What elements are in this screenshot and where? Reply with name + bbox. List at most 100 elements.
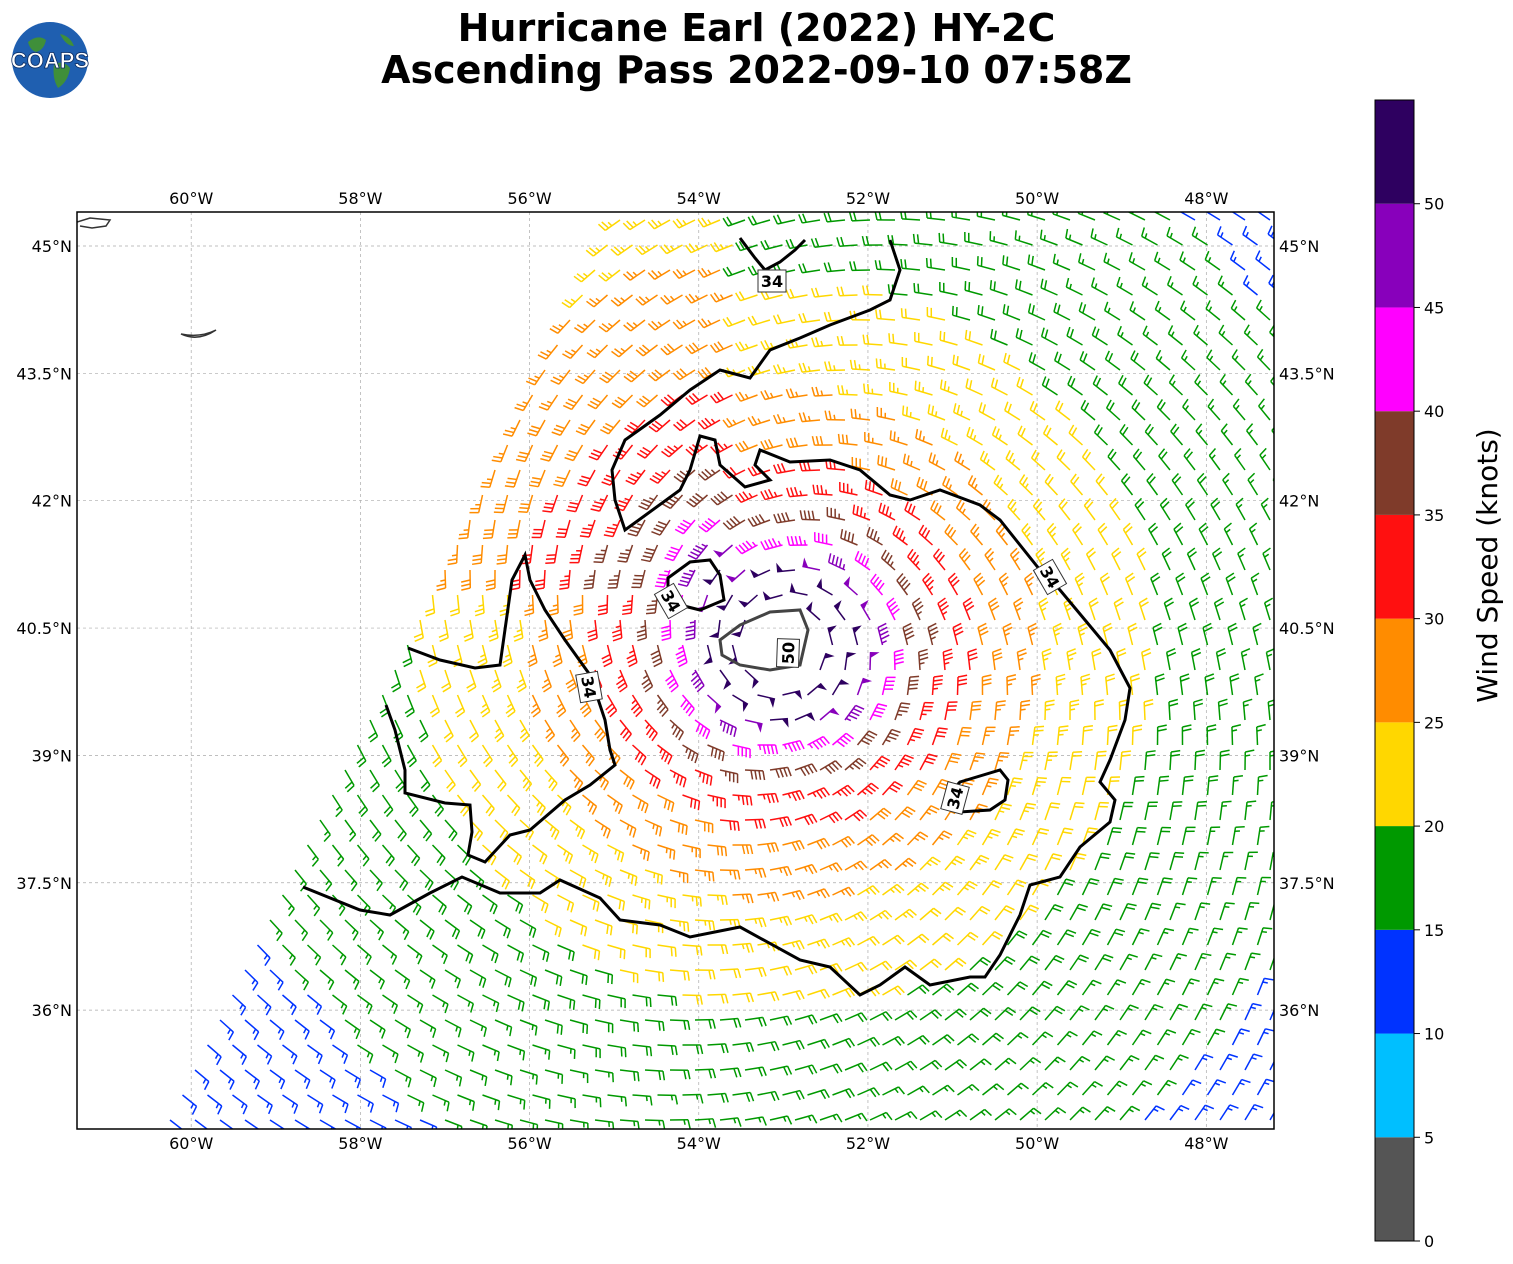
wind-barb [632, 944, 651, 959]
wind-barb [810, 287, 833, 298]
wind-barb [902, 453, 921, 471]
wind-barb [1069, 1055, 1091, 1071]
colorbar-segment-4 [1375, 722, 1414, 827]
wind-barb [984, 547, 996, 571]
wind-barb [757, 1090, 780, 1102]
wind-barb [819, 1013, 843, 1024]
wind-barb [1015, 328, 1033, 346]
wind-barb [549, 319, 571, 334]
wind-barb [1056, 929, 1077, 946]
wind-barb [1054, 351, 1071, 371]
wind-barb [1247, 472, 1259, 496]
wind-barb [494, 769, 507, 792]
wind-barb [1255, 250, 1271, 271]
wind-barb [869, 1111, 893, 1121]
wind-barb [819, 862, 843, 873]
wind-barb [694, 869, 715, 882]
wind-barb [1081, 1080, 1103, 1096]
lat-tick-left-2: 42°N [32, 492, 72, 511]
wind-barb [544, 1069, 564, 1084]
wind-barb [1068, 424, 1084, 446]
wind-barb [257, 1044, 273, 1065]
wind-barb [632, 794, 649, 814]
wind-barb [519, 869, 536, 890]
wind-barb [1219, 749, 1230, 771]
wind-barb [794, 863, 818, 875]
wind-barb [480, 469, 496, 488]
wind-barb [644, 1019, 665, 1032]
wind-barb [694, 1068, 717, 1079]
wind-barb [496, 544, 509, 565]
wind-barb [1186, 547, 1197, 571]
wind-barb [493, 494, 509, 514]
wind-barb [944, 957, 967, 971]
wind-barb [382, 1094, 400, 1113]
wind-barb [844, 911, 868, 922]
wind-barb [406, 844, 421, 867]
wind-barb [619, 769, 635, 790]
wind-barb [1056, 980, 1078, 996]
wind-barb [269, 969, 284, 991]
wind-barb [598, 269, 621, 282]
wind-barb [794, 964, 818, 975]
wind-barb [1169, 953, 1187, 971]
wind-barb [1094, 852, 1111, 871]
wind-barb [1255, 299, 1271, 321]
wind-barb [964, 281, 983, 296]
wind-barb [769, 965, 793, 976]
wind-barb [491, 444, 509, 463]
wind-barb [1016, 648, 1027, 671]
wind-barb [707, 1092, 729, 1103]
wind-barb [531, 744, 544, 767]
contour-label-3: 34 [575, 670, 603, 704]
wind-barb [760, 438, 783, 451]
wind-barb [443, 719, 454, 743]
colorbar-tick-2: 10 [1424, 1025, 1444, 1044]
wind-barb [798, 362, 821, 373]
wind-barb [1252, 622, 1262, 646]
wind-barb [931, 674, 944, 696]
wind-barb [932, 1034, 955, 1046]
wind-barb [1168, 698, 1179, 721]
wind-barb [757, 792, 779, 804]
wind-barb [662, 494, 684, 510]
wind-barb [832, 987, 856, 998]
wind-barb [1269, 1111, 1274, 1121]
wind-barb [722, 216, 746, 227]
wind-barb [1220, 423, 1234, 446]
wind-barb [735, 540, 758, 555]
wind-barb [939, 379, 958, 396]
wind-barb [1118, 374, 1133, 396]
wind-barb [889, 430, 908, 446]
wind-barb [344, 1019, 361, 1040]
wind-barb [381, 744, 392, 768]
wind-barb [1119, 1004, 1139, 1021]
wind-barb [1237, 547, 1246, 571]
wind-barb [1072, 522, 1084, 546]
wind-barb [306, 944, 322, 966]
colorbar-tick-1: 5 [1424, 1128, 1434, 1147]
colorbar-segment-3 [1375, 826, 1414, 930]
wind-barb [1106, 979, 1127, 996]
wind-barb [598, 319, 621, 333]
wind-barb [703, 644, 713, 665]
wind-barb [207, 1044, 222, 1066]
wind-barb [893, 649, 904, 671]
wind-barb [611, 619, 623, 642]
wind-barb [482, 1094, 501, 1111]
wind-barb [1027, 212, 1046, 221]
wind-barb [869, 909, 893, 921]
wind-barb [840, 528, 858, 546]
wind-barb [919, 958, 942, 971]
wind-barb [419, 919, 435, 940]
wind-barb [482, 1044, 500, 1062]
wind-barb [1103, 252, 1121, 271]
lon-tick-bottom-1: 58°W [338, 1134, 382, 1153]
wind-barb [586, 344, 609, 359]
wind-barb [782, 789, 805, 802]
wind-barb [1260, 497, 1271, 521]
wind-barb [956, 931, 979, 946]
wind-barb [672, 268, 696, 279]
wind-barb [1090, 277, 1108, 296]
wind-barb [1094, 1055, 1115, 1071]
